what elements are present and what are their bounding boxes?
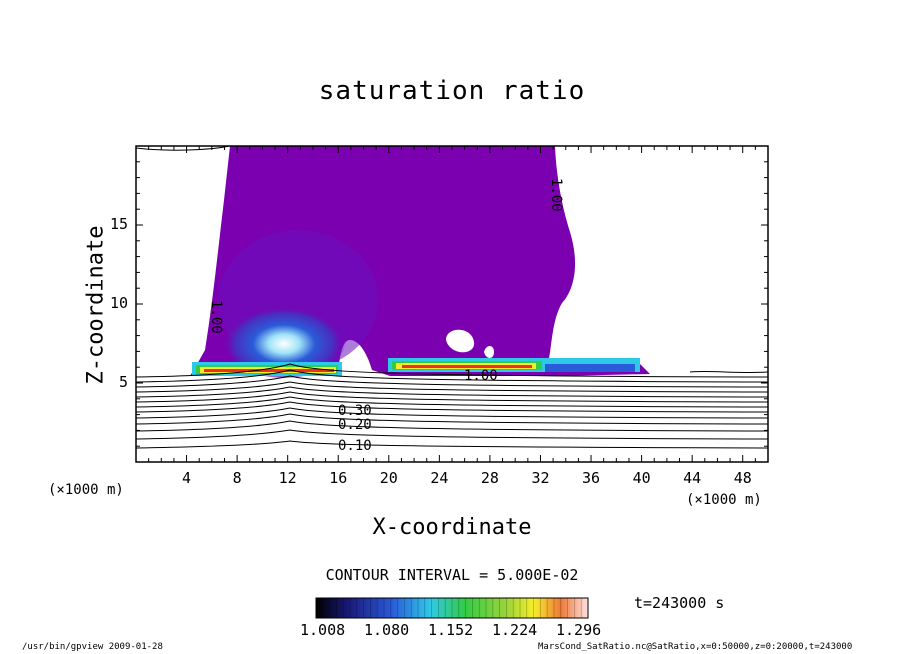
colorbar-tick: 1.152 — [428, 621, 474, 639]
footer-command: /usr/bin/gpview 2009-01-28 — [22, 642, 163, 652]
contour-label: 0.10 — [338, 438, 372, 454]
x-tick-label: 36 — [582, 469, 601, 487]
y-tick-label: 5 — [118, 373, 128, 391]
contour-label: 1.00 — [208, 300, 224, 334]
x-tick-label: 40 — [632, 469, 651, 487]
y-tick-label: 15 — [109, 215, 128, 233]
colorbar-tick: 1.224 — [492, 621, 538, 639]
y-axis-label: Z-coordinate — [83, 225, 109, 385]
y-tick-label: 10 — [109, 294, 128, 312]
x-tick-label: 28 — [480, 469, 499, 487]
colorbar — [315, 597, 589, 619]
x-tick-label: 20 — [379, 469, 398, 487]
x-tick-label: 12 — [278, 469, 297, 487]
contour-lines — [136, 146, 768, 449]
x-tick-label: 8 — [232, 469, 242, 487]
x-tick-label: 44 — [683, 469, 702, 487]
x-tick-label: 24 — [430, 469, 449, 487]
x-axis-label: X-coordinate — [372, 515, 532, 540]
colorbar-tick: 1.080 — [364, 621, 410, 639]
colorbar-tick: 1.008 — [300, 621, 346, 639]
x-unit-left: (×1000 m) — [48, 482, 124, 498]
x-tick-label: 4 — [182, 469, 192, 487]
x-unit-right: (×1000 m) — [686, 492, 762, 508]
x-tick-label: 32 — [531, 469, 550, 487]
x-tick-label: 48 — [733, 469, 752, 487]
contour-label: 0.30 — [338, 403, 372, 419]
contour-interval: CONTOUR INTERVAL = 5.000E-02 — [325, 566, 579, 584]
contour-label: 1.00 — [548, 178, 564, 212]
supersaturated-core — [222, 302, 346, 378]
contour-label: 1.00 — [464, 368, 498, 384]
colorbar-stripes — [322, 598, 582, 618]
time-label: t=243000 s — [634, 594, 725, 612]
contour-label: 0.20 — [338, 417, 372, 433]
x-tick-label: 16 — [329, 469, 348, 487]
colorbar-tick: 1.296 — [556, 621, 602, 639]
footer-source: MarsCond_SatRatio.nc@SatRatio,x=0:50000,… — [538, 642, 853, 652]
chart-title: saturation ratio — [318, 76, 586, 106]
cloud-base-band — [192, 358, 640, 376]
axis-ticks — [136, 146, 768, 462]
